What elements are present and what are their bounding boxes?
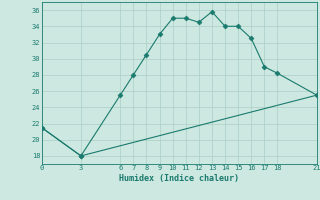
- X-axis label: Humidex (Indice chaleur): Humidex (Indice chaleur): [119, 174, 239, 183]
